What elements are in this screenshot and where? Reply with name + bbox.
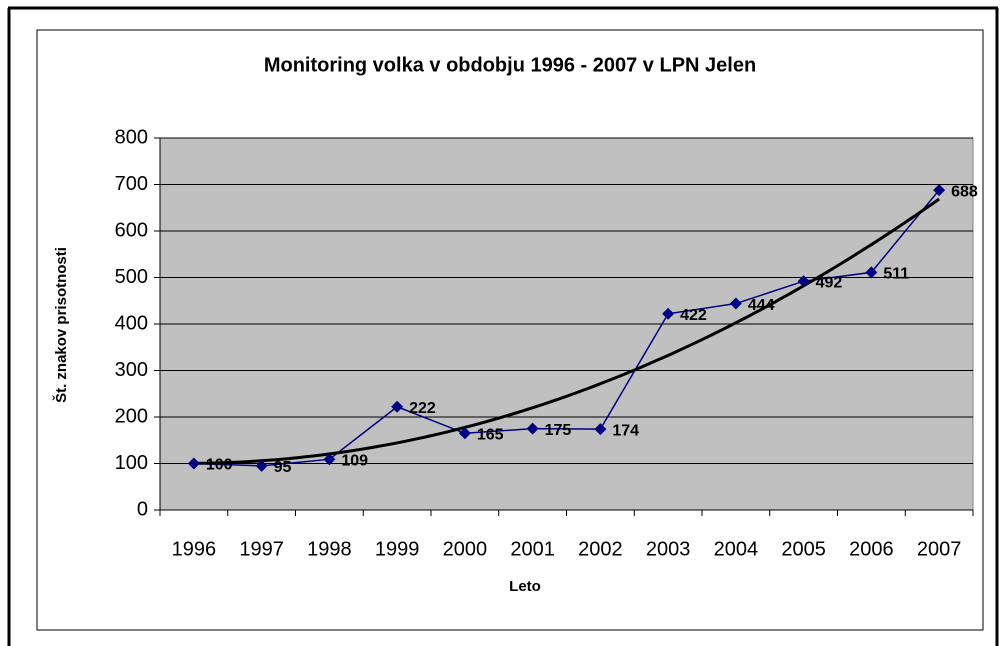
x-tick-label: 2000 bbox=[443, 538, 488, 560]
x-tick-label: 2005 bbox=[781, 538, 826, 560]
data-label: 95 bbox=[274, 459, 292, 476]
data-label: 511 bbox=[883, 266, 909, 283]
marker bbox=[933, 184, 946, 197]
marker bbox=[662, 307, 675, 320]
y-tick-label: 300 bbox=[115, 359, 148, 381]
x-tick-label: 1997 bbox=[239, 538, 284, 560]
data-label: 422 bbox=[680, 307, 707, 324]
x-tick-label: 2002 bbox=[578, 538, 623, 560]
x-tick-label: 1998 bbox=[307, 538, 352, 560]
data-label: 492 bbox=[816, 274, 843, 291]
data-label: 109 bbox=[341, 453, 368, 470]
x-tick-label: 2007 bbox=[917, 538, 962, 560]
marker bbox=[797, 275, 810, 288]
marker bbox=[729, 297, 742, 310]
marker bbox=[187, 457, 200, 470]
data-label: 222 bbox=[409, 400, 436, 417]
x-axis-label: Leto bbox=[509, 578, 541, 595]
data-label: 174 bbox=[612, 422, 639, 439]
marker bbox=[526, 422, 539, 435]
trendline bbox=[193, 197, 940, 465]
x-tick-label: 2004 bbox=[714, 538, 759, 560]
x-tick-label: 2003 bbox=[646, 538, 691, 560]
data-label: 165 bbox=[477, 426, 504, 443]
y-tick-label: 600 bbox=[115, 219, 148, 241]
marker bbox=[865, 266, 878, 279]
y-tick-label: 100 bbox=[115, 452, 148, 474]
x-tick-label: 1999 bbox=[375, 538, 420, 560]
data-label: 100 bbox=[206, 457, 233, 474]
y-tick-label: 400 bbox=[115, 312, 148, 334]
y-tick-label: 700 bbox=[115, 173, 148, 195]
x-tick-label: 1996 bbox=[172, 538, 217, 560]
marker bbox=[594, 423, 607, 436]
marker bbox=[391, 400, 404, 413]
y-tick-label: 200 bbox=[115, 405, 148, 427]
marker bbox=[255, 459, 268, 472]
chart-title: Monitoring volka v obdobju 1996 - 2007 v… bbox=[264, 54, 756, 76]
data-label: 688 bbox=[951, 183, 978, 200]
marker bbox=[323, 453, 336, 466]
x-tick-label: 2006 bbox=[849, 538, 894, 560]
y-tick-label: 500 bbox=[115, 266, 148, 288]
marker bbox=[458, 427, 471, 440]
x-tick-label: 2001 bbox=[510, 538, 555, 560]
data-label: 444 bbox=[748, 297, 775, 314]
y-axis-label: Št. znakov prisotnosti bbox=[52, 247, 70, 403]
y-tick-label: 0 bbox=[137, 498, 148, 520]
data-label: 175 bbox=[545, 422, 572, 439]
y-tick-label: 800 bbox=[115, 126, 148, 148]
